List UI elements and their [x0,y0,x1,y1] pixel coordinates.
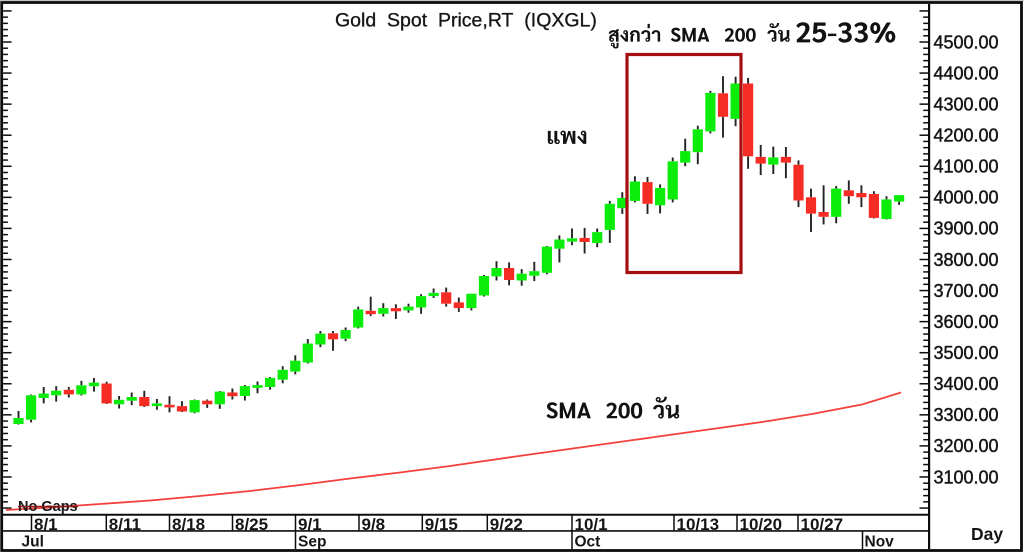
svg-text:9/22: 9/22 [490,515,523,534]
svg-text:9/8: 9/8 [362,515,386,534]
svg-text:Day: Day [971,524,1003,544]
svg-text:9/15: 9/15 [425,515,458,534]
svg-text:Gold Spot Price,RT (IQXGL): Gold Spot Price,RT (IQXGL) [335,10,597,32]
svg-text:Jul: Jul [22,534,44,551]
svg-text:8/11: 8/11 [109,515,141,534]
svg-text:3200.00: 3200.00 [934,436,999,456]
svg-text:4300.00: 4300.00 [934,94,999,114]
svg-text:3600.00: 3600.00 [934,312,999,332]
svg-text:4400.00: 4400.00 [934,63,999,83]
svg-text:3100.00: 3100.00 [934,467,999,487]
svg-text:4000.00: 4000.00 [934,188,999,208]
svg-text:Oct: Oct [575,534,601,551]
svg-text:3800.00: 3800.00 [934,250,999,270]
svg-text:Nov: Nov [865,534,895,551]
svg-text:Sep: Sep [298,534,326,551]
svg-text:3500.00: 3500.00 [934,343,999,363]
svg-text:8/25: 8/25 [235,515,268,534]
svg-text:3400.00: 3400.00 [934,374,999,394]
svg-text:10/20: 10/20 [740,515,783,534]
svg-text:4200.00: 4200.00 [934,126,999,146]
svg-text:10/27: 10/27 [801,515,844,534]
svg-text:3700.00: 3700.00 [934,281,999,301]
svg-text:4100.00: 4100.00 [934,157,999,177]
svg-text:8/18: 8/18 [172,515,205,534]
svg-text:4500.00: 4500.00 [934,32,999,52]
svg-text:8/1: 8/1 [34,515,58,534]
svg-text:3900.00: 3900.00 [934,219,999,239]
svg-text:10/13: 10/13 [677,515,720,534]
svg-text:10/1: 10/1 [575,515,608,534]
svg-text:9/1: 9/1 [298,515,322,534]
svg-text:3300.00: 3300.00 [934,405,999,425]
